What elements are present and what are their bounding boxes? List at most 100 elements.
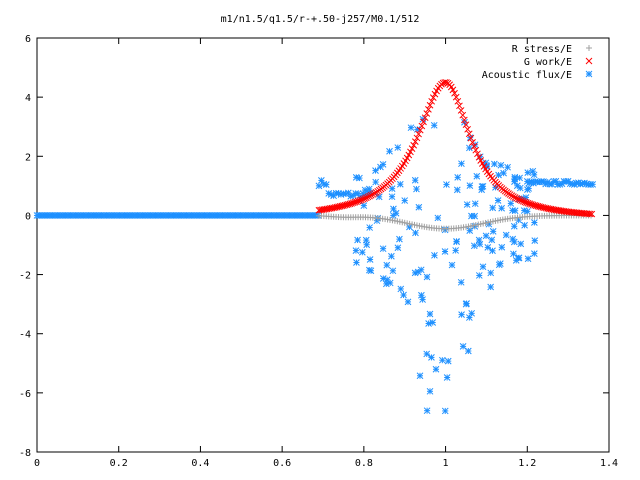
g-work-point — [431, 90, 439, 98]
g-work-point — [513, 194, 521, 202]
acoustic-flux-point — [430, 121, 438, 129]
g-work-point — [449, 86, 457, 94]
acoustic-flux-point — [423, 273, 431, 281]
acoustic-flux-point — [412, 229, 419, 237]
x-tick-label: 0.6 — [273, 458, 291, 469]
acoustic-flux-point — [463, 201, 471, 208]
acoustic-flux-point — [458, 160, 465, 168]
legend-marker — [586, 45, 592, 51]
acoustic-flux-point — [466, 182, 474, 189]
acoustic-flux-point — [475, 272, 483, 279]
acoustic-flux-point — [502, 231, 510, 239]
acoustic-flux-point — [489, 228, 497, 235]
legend-label: Acoustic flux/E — [482, 70, 572, 81]
acoustic-flux-point — [360, 202, 368, 209]
y-tick-label: -8 — [19, 448, 31, 459]
acoustic-flux-point — [498, 243, 506, 251]
acoustic-flux-point — [498, 204, 505, 212]
acoustic-flux-point — [478, 183, 486, 190]
g-work-point — [474, 150, 481, 158]
g-work-point — [410, 141, 418, 149]
g-work-point — [461, 116, 468, 124]
acoustic-flux-point — [494, 197, 502, 204]
g-work-point — [588, 210, 596, 218]
g-work-point — [416, 126, 424, 134]
acoustic-flux-point — [354, 236, 361, 244]
acoustic-flux-point — [448, 261, 456, 269]
g-work-point — [408, 145, 416, 152]
acoustic-flux-point — [375, 193, 383, 201]
acoustic-flux-point — [531, 219, 538, 226]
acoustic-flux-point — [411, 176, 419, 184]
y-tick-label: -2 — [19, 271, 31, 282]
g-work-point — [475, 153, 483, 161]
g-work-point — [421, 114, 429, 122]
acoustic-flux-point — [482, 232, 490, 240]
acoustic-flux-point — [434, 214, 442, 222]
g-work-point — [511, 194, 519, 201]
g-work-point — [366, 192, 373, 200]
acoustic-flux-point — [432, 365, 440, 373]
acoustic-flux-point — [388, 252, 395, 260]
acoustic-flux-point — [404, 298, 412, 306]
x-tick-label: 1.4 — [600, 458, 618, 469]
g-work-point — [586, 210, 594, 218]
acoustic-flux-point — [372, 167, 379, 174]
acoustic-flux-point — [473, 172, 481, 180]
g-work-point — [451, 89, 458, 97]
acoustic-flux-point — [470, 242, 478, 250]
acoustic-flux-point — [479, 263, 487, 271]
g-work-point — [359, 195, 367, 203]
acoustic-flux-point — [419, 296, 426, 303]
g-work-point — [464, 125, 471, 133]
chart-title: m1/n1.5/q1.5/r-+.50-j257/M0.1/512 — [221, 14, 420, 25]
acoustic-flux-point — [322, 181, 330, 188]
g-work-point — [510, 193, 517, 200]
g-work-point — [407, 148, 414, 156]
acoustic-flux-point — [426, 387, 434, 395]
acoustic-flux-point — [379, 161, 387, 168]
acoustic-flux-point — [392, 209, 400, 217]
legend-marker — [585, 70, 593, 78]
acoustic-flux-point — [452, 247, 460, 254]
acoustic-flux-point — [457, 278, 465, 286]
g-work-point — [362, 194, 370, 202]
g-work-point — [454, 97, 462, 105]
g-work-point — [472, 146, 480, 154]
legend-label: G work/E — [524, 57, 572, 68]
acoustic-flux-point — [475, 236, 483, 244]
g-work-point — [467, 134, 475, 142]
g-work-point — [459, 111, 467, 119]
acoustic-flux-point — [407, 124, 415, 132]
acoustic-flux-point — [400, 291, 407, 299]
g-work-point — [364, 193, 372, 201]
g-work-point — [413, 134, 421, 142]
acoustic-flux-point — [531, 237, 539, 244]
g-work-point — [367, 191, 375, 199]
acoustic-flux-point — [383, 276, 391, 284]
acoustic-flux-point — [366, 224, 374, 231]
acoustic-flux-point — [515, 254, 522, 262]
acoustic-flux-point — [379, 245, 387, 253]
acoustic-flux-point — [510, 222, 518, 230]
acoustic-flux-point — [530, 250, 538, 257]
acoustic-flux-point — [382, 280, 390, 288]
acoustic-flux-point — [524, 255, 532, 263]
acoustic-flux-point — [458, 311, 465, 318]
acoustic-flux-point — [524, 169, 532, 176]
acoustic-flux-point — [453, 238, 460, 246]
acoustic-flux-point — [487, 269, 495, 277]
acoustic-flux-point — [441, 248, 449, 255]
x-tick-label: 0.2 — [110, 458, 128, 469]
g-work-point — [462, 121, 470, 129]
y-tick-label: 6 — [25, 34, 31, 45]
acoustic-flux-point — [463, 300, 470, 307]
acoustic-flux-point — [443, 181, 450, 188]
acoustic-flux-point — [459, 343, 467, 350]
g-work-point — [418, 122, 426, 130]
acoustic-flux-point — [388, 193, 396, 201]
acoustic-flux-point — [426, 310, 434, 318]
acoustic-flux-point — [471, 222, 479, 230]
acoustic-flux-point — [471, 212, 479, 220]
acoustic-flux-point — [416, 372, 424, 380]
